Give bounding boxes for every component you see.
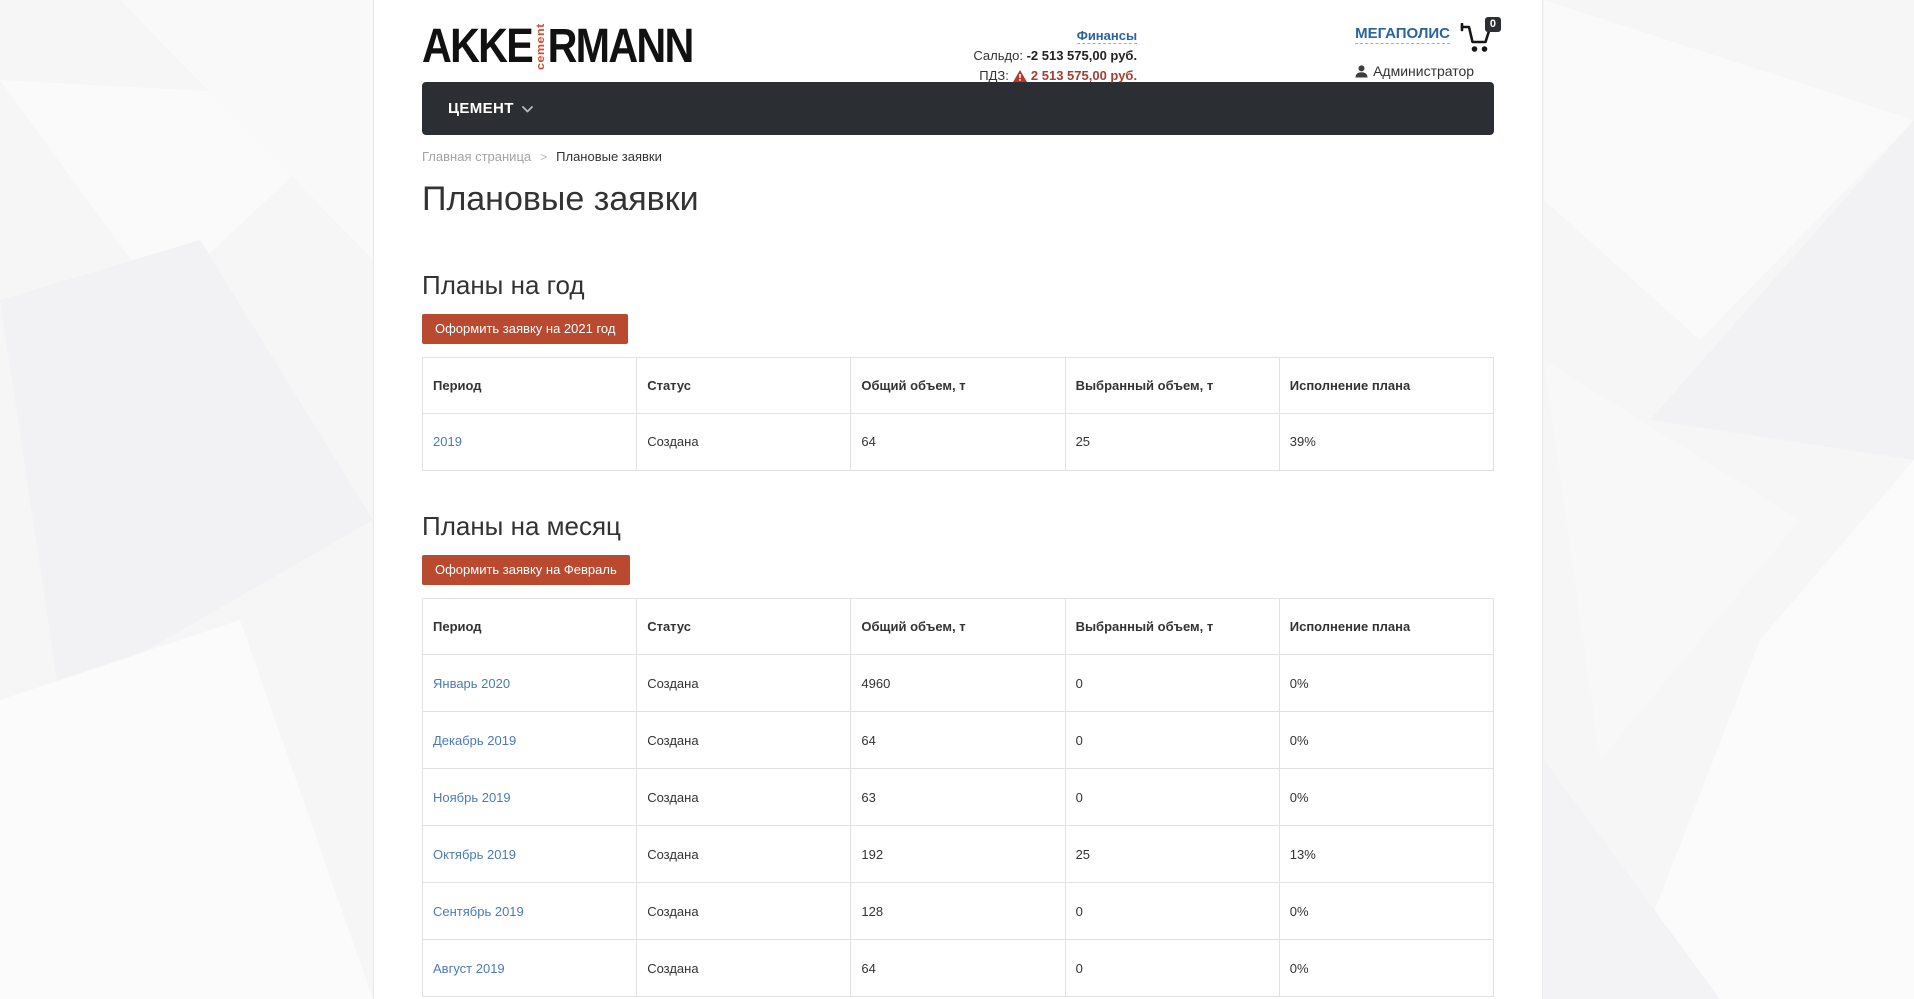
table-header-cell: Исполнение плана	[1278, 598, 1495, 656]
plan-execution-cell: 13%	[1278, 825, 1495, 884]
main-navigation: ЦЕМЕНТ	[422, 82, 1494, 135]
status-cell: Создана	[636, 939, 852, 998]
table-row: 2019 Создана 64 25 39%	[421, 412, 1495, 471]
cart-icon	[1460, 22, 1491, 52]
user-block: МЕГАПОЛИС 0	[1355, 17, 1501, 79]
selected-volume-cell: 0	[1064, 939, 1280, 998]
table-header-row: Период Статус Общий объем, т Выбранный объе…	[421, 598, 1495, 656]
plan-execution-cell: 0%	[1278, 882, 1495, 941]
year-plans-table: Период Статус Общий объем, т Выбранный объе…	[421, 356, 1495, 471]
site-header: AKKE cement RMANN Финансы Сальдо: -2 513…	[422, 0, 1501, 84]
user-role[interactable]: Администратор	[1355, 63, 1494, 79]
total-volume-cell: 128	[850, 882, 1066, 941]
total-volume-cell: 64	[850, 412, 1066, 471]
total-volume-cell: 64	[850, 711, 1066, 770]
selected-volume-cell: 0	[1064, 654, 1280, 713]
period-link[interactable]: Август 2019	[433, 960, 505, 976]
table-header-row: Период Статус Общий объем, т Выбранный объе…	[421, 356, 1495, 414]
total-volume-cell: 4960	[850, 654, 1066, 713]
cart-button[interactable]: 0	[1460, 17, 1501, 57]
selected-volume-cell: 25	[1064, 412, 1280, 471]
cart-count-badge: 0	[1484, 17, 1501, 32]
nav-item-cement[interactable]: ЦЕМЕНТ	[448, 100, 533, 117]
table-row: Январь 2020 Создана 4960 0 0%	[421, 654, 1495, 713]
plan-execution-cell: 0%	[1278, 768, 1495, 827]
period-cell: Январь 2020	[421, 654, 638, 713]
table-header-cell: Выбранный объем, т	[1064, 356, 1280, 414]
pdz-value: 2 513 575,00 руб.	[1030, 68, 1138, 83]
period-link[interactable]: Октябрь 2019	[433, 846, 516, 862]
table-row: Октябрь 2019 Создана 192 25 13%	[421, 825, 1495, 884]
user-role-label: Администратор	[1373, 63, 1475, 79]
akkermann-logo[interactable]: AKKE cement RMANN	[422, 20, 695, 73]
logo-cement-vertical: cement	[534, 23, 547, 70]
warning-icon	[1012, 69, 1027, 82]
create-year-request-button[interactable]: Оформить заявку на 2021 год	[422, 313, 629, 344]
table-row: Сентябрь 2019 Создана 128 0 0%	[421, 882, 1495, 941]
table-header-cell: Исполнение плана	[1278, 356, 1495, 414]
period-link[interactable]: 2019	[433, 434, 462, 450]
pdz-line: ПДЗ: 2 513 575,00 руб.	[973, 67, 1137, 84]
status-cell: Создана	[636, 768, 852, 827]
year-plans-heading: Планы на год	[422, 269, 585, 300]
saldo-value: -2 513 575,00 руб.	[1026, 48, 1138, 63]
total-volume-cell: 63	[850, 768, 1066, 827]
breadcrumb-separator: >	[540, 149, 548, 164]
table-row: Ноябрь 2019 Создана 63 0 0%	[421, 768, 1495, 827]
finances-link[interactable]: Финансы	[1076, 28, 1138, 44]
table-header-cell: Выбранный объем, т	[1064, 598, 1280, 656]
breadcrumb-home-link[interactable]: Главная страница	[422, 149, 532, 164]
period-cell: Ноябрь 2019	[421, 768, 638, 827]
selected-volume-cell: 0	[1064, 711, 1280, 770]
selected-volume-cell: 0	[1064, 882, 1280, 941]
status-cell: Создана	[636, 711, 852, 770]
period-cell: Декабрь 2019	[421, 711, 638, 770]
total-volume-cell: 64	[850, 939, 1066, 998]
pdz-label: ПДЗ:	[979, 68, 1009, 83]
period-link[interactable]: Декабрь 2019	[433, 732, 517, 748]
month-plans-table: Период Статус Общий объем, т Выбранный объе…	[421, 598, 1495, 998]
status-cell: Создана	[636, 825, 852, 884]
table-header-cell: Период	[421, 356, 638, 414]
table-header-cell: Общий объем, т	[850, 598, 1066, 656]
plan-execution-cell: 0%	[1278, 711, 1495, 770]
table-header-cell: Общий объем, т	[850, 356, 1066, 414]
person-icon	[1355, 64, 1368, 77]
selected-volume-cell: 0	[1064, 768, 1280, 827]
table-row: Август 2019 Создана 64 0 0%	[421, 939, 1495, 998]
status-cell: Создана	[636, 654, 852, 713]
period-cell: Август 2019	[421, 939, 638, 998]
table-row: Декабрь 2019 Создана 64 0 0%	[421, 711, 1495, 770]
nav-item-label: ЦЕМЕНТ	[448, 100, 514, 117]
page-title: Плановые заявки	[422, 180, 699, 218]
content-column: AKKE cement RMANN Финансы Сальдо: -2 513…	[373, 0, 1543, 999]
logo-text-left: AKKE	[422, 20, 534, 73]
create-month-request-button[interactable]: Оформить заявку на Февраль	[422, 555, 630, 586]
saldo-label: Сальдо:	[973, 48, 1023, 63]
chevron-down-icon	[521, 106, 533, 113]
table-header-cell: Статус	[636, 598, 852, 656]
period-cell: Сентябрь 2019	[421, 882, 638, 941]
plan-execution-cell: 0%	[1278, 654, 1495, 713]
breadcrumb: Главная страница > Плановые заявки	[422, 149, 1494, 164]
table-header-cell: Период	[421, 598, 638, 656]
status-cell: Создана	[636, 412, 852, 471]
status-cell: Создана	[636, 882, 852, 941]
month-plans-heading: Планы на месяц	[422, 510, 621, 541]
breadcrumb-current: Плановые заявки	[556, 149, 662, 164]
company-link[interactable]: МЕГАПОЛИС	[1355, 25, 1450, 44]
total-volume-cell: 192	[850, 825, 1066, 884]
table-header-cell: Статус	[636, 356, 852, 414]
period-link[interactable]: Январь 2020	[433, 675, 511, 691]
period-cell: Октябрь 2019	[421, 825, 638, 884]
period-link[interactable]: Сентябрь 2019	[433, 903, 524, 919]
logo-text-right: RMANN	[547, 20, 695, 73]
plan-execution-cell: 0%	[1278, 939, 1495, 998]
period-link[interactable]: Ноябрь 2019	[433, 789, 511, 805]
period-cell: 2019	[421, 412, 638, 471]
saldo-line: Сальдо: -2 513 575,00 руб.	[973, 47, 1137, 64]
plan-execution-cell: 39%	[1278, 412, 1495, 471]
selected-volume-cell: 25	[1064, 825, 1280, 884]
finance-block: Финансы Сальдо: -2 513 575,00 руб. ПДЗ: …	[973, 25, 1138, 84]
